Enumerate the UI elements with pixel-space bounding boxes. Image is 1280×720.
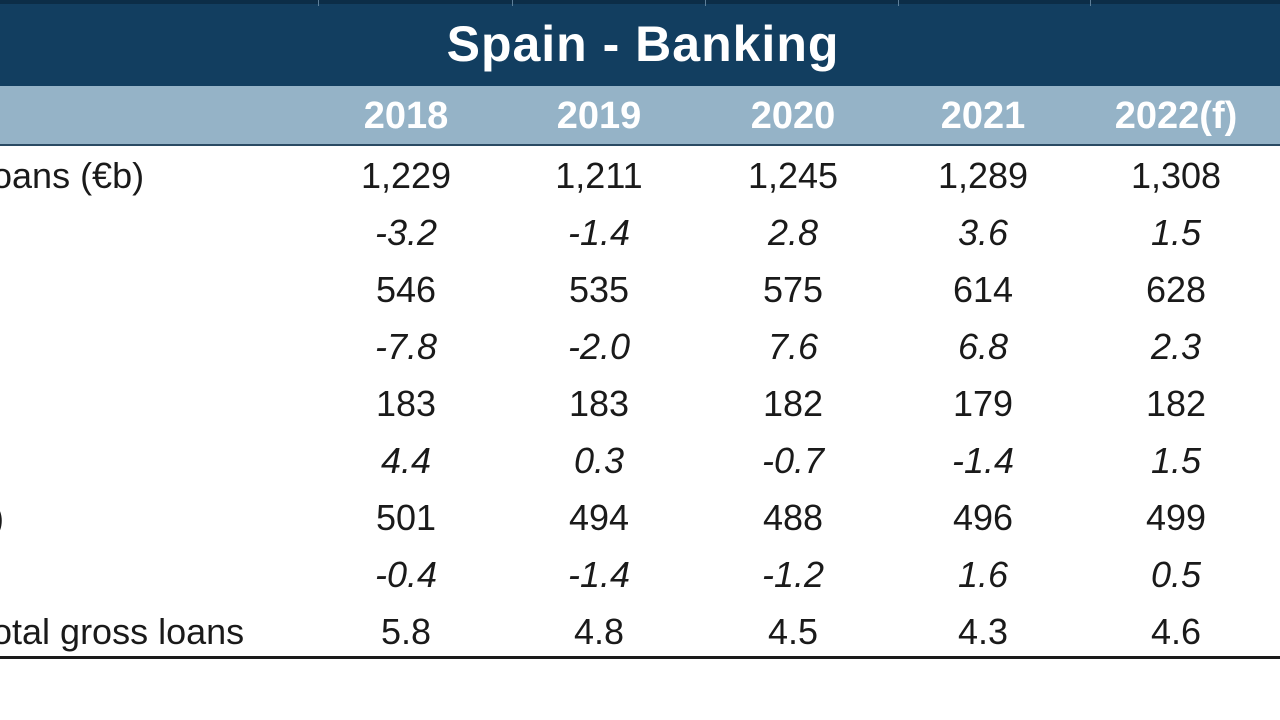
- table-cell: 1,229: [360, 155, 452, 196]
- title-divider: [705, 0, 706, 6]
- table-cell: -3.2: [374, 212, 438, 253]
- table-cell: 1.5: [1150, 440, 1202, 481]
- table-row: oans (€b) 1,229 1,211 1,245 1,289 1,308: [0, 147, 1280, 204]
- table-cell: 1,289: [937, 155, 1029, 196]
- title-divider: [512, 0, 513, 6]
- table-row: ) 501 494 488 496 499: [0, 489, 1280, 546]
- year-header: 2022(f): [1114, 95, 1238, 137]
- row-label: otal gross loans: [0, 611, 245, 652]
- table-row: 183 183 182 179 182: [0, 375, 1280, 432]
- table-row: -0.4 -1.4 -1.2 1.6 0.5: [0, 546, 1280, 603]
- table-cell: 6.8: [957, 326, 1009, 367]
- row-label: oans (€b): [0, 155, 145, 196]
- title-divider: [318, 0, 319, 6]
- table-cell: 1,211: [555, 155, 643, 196]
- year-header: 2019: [556, 95, 642, 137]
- year-header: 2021: [940, 95, 1026, 137]
- table-cell: -1.2: [761, 554, 825, 595]
- table-cell: 7.6: [767, 326, 819, 367]
- table-cell: 546: [375, 269, 437, 310]
- table-cell: 4.4: [380, 440, 432, 481]
- table-cell: 494: [568, 497, 630, 538]
- table-cell: 182: [762, 383, 824, 424]
- table-cell: 4.3: [957, 611, 1009, 652]
- table-cell: 1,245: [747, 155, 839, 196]
- table-cell: 0.5: [1150, 554, 1202, 595]
- year-header: 2020: [750, 95, 836, 137]
- table-row: otal gross loans 5.8 4.8 4.5 4.3 4.6: [0, 603, 1280, 660]
- table-cell: 614: [952, 269, 1014, 310]
- table-row: 4.4 0.3 -0.7 -1.4 1.5: [0, 432, 1280, 489]
- table-cell: 1.5: [1150, 212, 1202, 253]
- table-cell: 4.6: [1150, 611, 1202, 652]
- table-cell: 183: [568, 383, 630, 424]
- table-cell: 628: [1145, 269, 1207, 310]
- bottom-rule: [0, 656, 1280, 659]
- table-cell: 5.8: [380, 611, 432, 652]
- table-title: Spain - Banking: [446, 16, 840, 72]
- title-divider: [1090, 0, 1091, 6]
- table-row: -7.8 -2.0 7.6 6.8 2.3: [0, 318, 1280, 375]
- table-cell: 182: [1145, 383, 1207, 424]
- table-cell: 535: [568, 269, 630, 310]
- table-cell: 183: [375, 383, 437, 424]
- table-cell: -0.4: [374, 554, 438, 595]
- table-cell: 3.6: [957, 212, 1009, 253]
- table-cell: 2.3: [1150, 326, 1202, 367]
- table-cell: 4.5: [767, 611, 819, 652]
- table-cell: -1.4: [567, 554, 631, 595]
- year-header-row: 2018 2019 2020 2021 2022(f): [0, 86, 1280, 144]
- table-cell: 4.8: [573, 611, 625, 652]
- table-cell: 1.6: [957, 554, 1009, 595]
- header-rule: [0, 144, 1280, 146]
- table-cell: 488: [762, 497, 824, 538]
- table-cell: -0.7: [761, 440, 825, 481]
- table-cell: 179: [952, 383, 1014, 424]
- year-header: 2018: [363, 95, 449, 137]
- table-cell: -1.4: [951, 440, 1015, 481]
- table-row: -3.2 -1.4 2.8 3.6 1.5: [0, 204, 1280, 261]
- table-cell: 0.3: [573, 440, 625, 481]
- table-cell: -1.4: [567, 212, 631, 253]
- table-cell: 2.8: [767, 212, 819, 253]
- table-cell: -7.8: [374, 326, 438, 367]
- table-cell: 496: [952, 497, 1014, 538]
- table-cell: 501: [375, 497, 437, 538]
- table-cell: 575: [762, 269, 824, 310]
- table-cell: 1,308: [1130, 155, 1222, 196]
- table-cell: 499: [1145, 497, 1207, 538]
- title-divider: [898, 0, 899, 6]
- table-cell: -2.0: [567, 326, 631, 367]
- title-bar: Spain - Banking: [0, 0, 1280, 86]
- row-label: ): [0, 489, 4, 546]
- title-top-rule: [0, 0, 1280, 4]
- table-row: 546 535 575 614 628: [0, 261, 1280, 318]
